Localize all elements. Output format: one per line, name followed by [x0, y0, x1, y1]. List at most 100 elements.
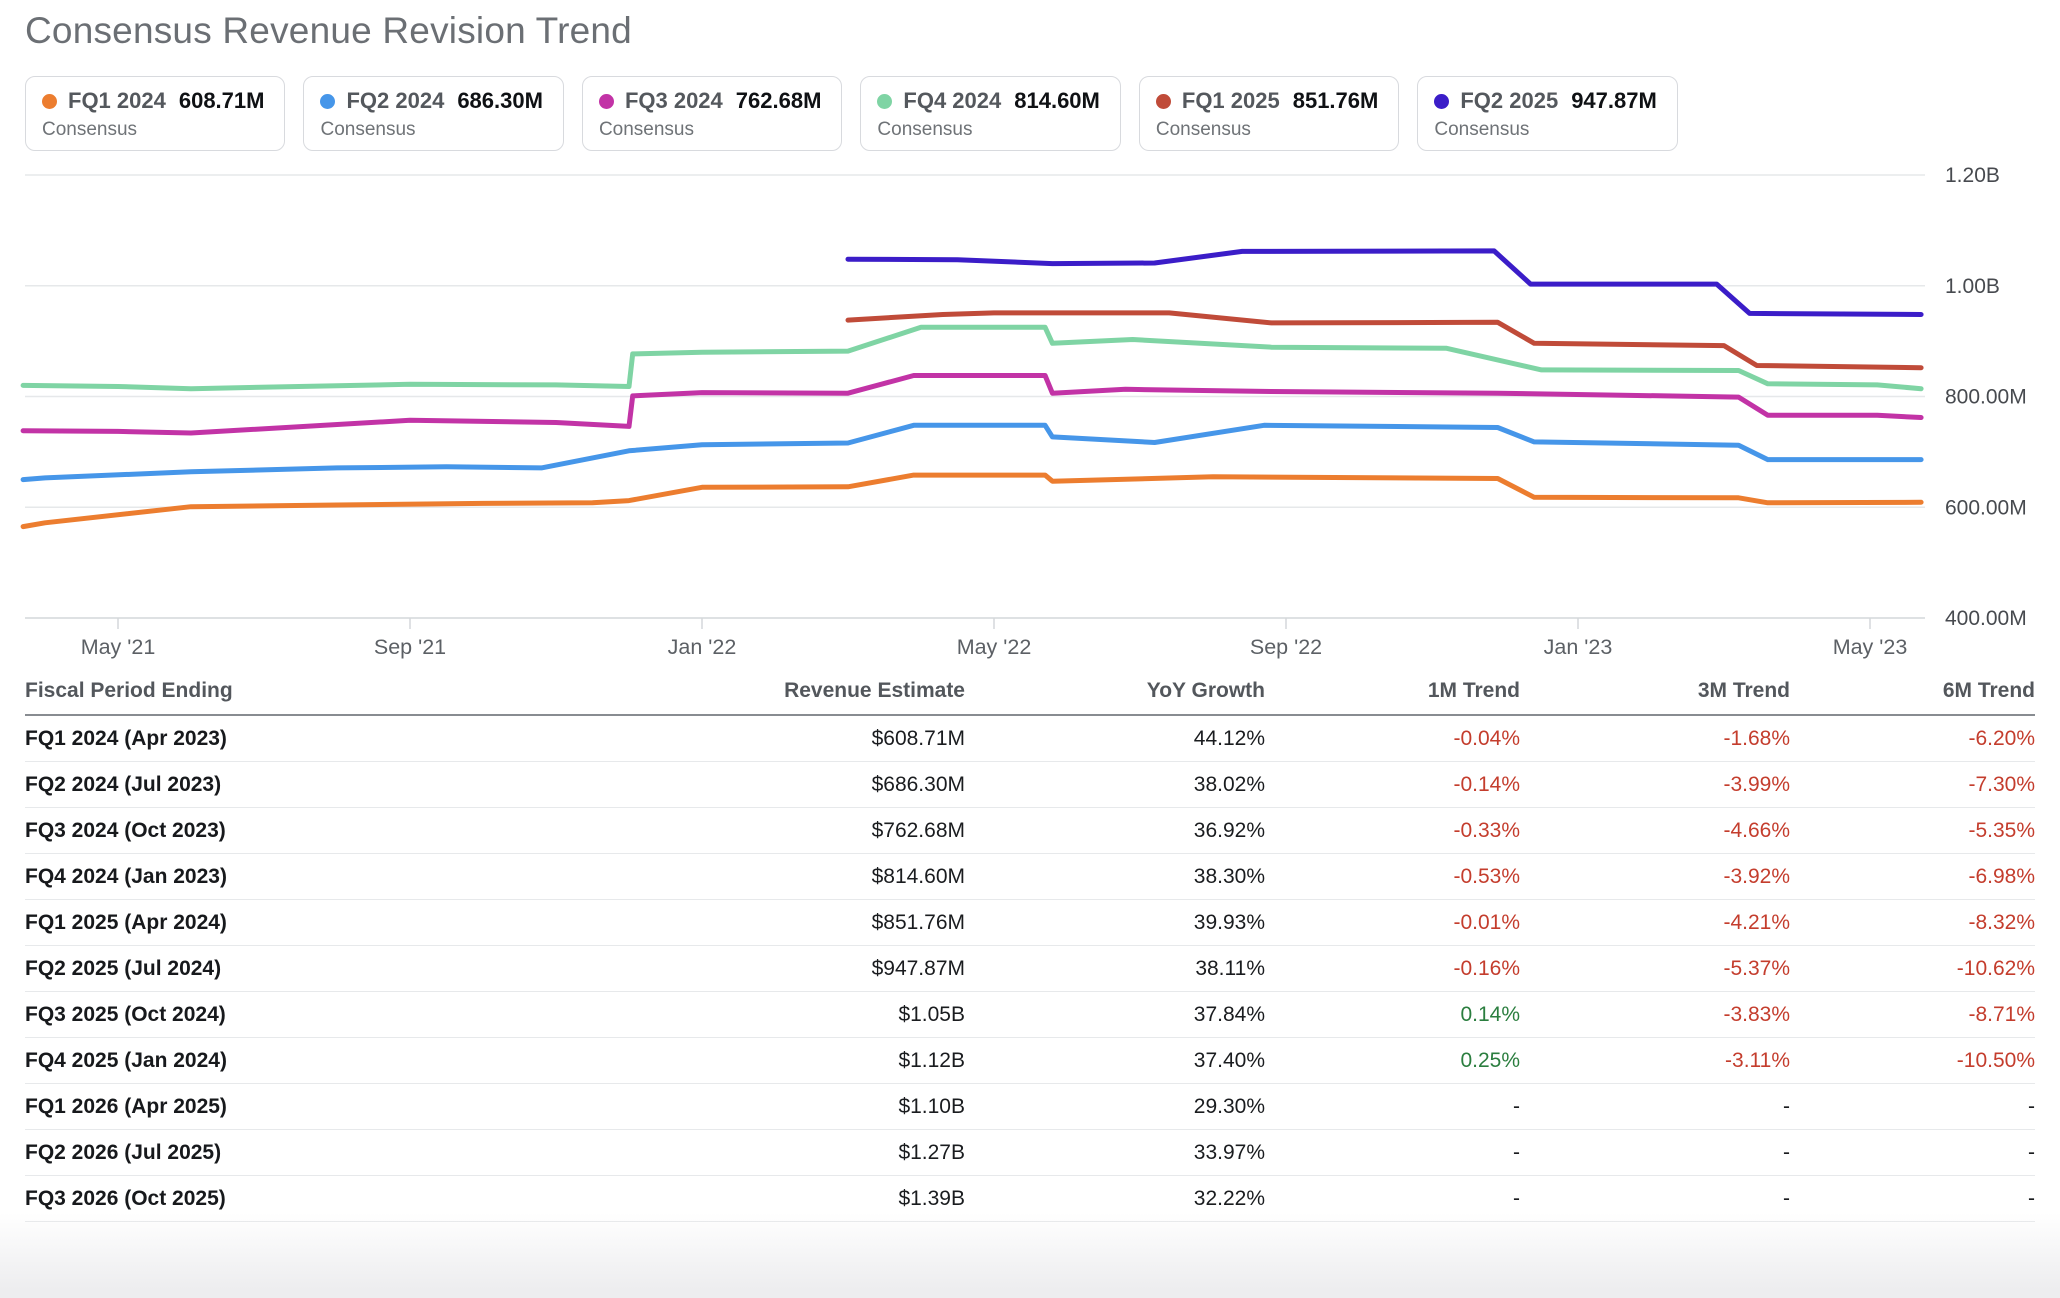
- x-axis-label-Jan '22: Jan '22: [668, 635, 737, 659]
- series-color-dot-icon: [598, 93, 614, 109]
- fiscal-period-cell: FQ2 2024 (Jul 2023): [25, 761, 625, 808]
- value-cell: $1.10B: [625, 1083, 965, 1130]
- legend-card-fq4-2024[interactable]: FQ4 2024 814.60M Consensus: [860, 76, 1121, 151]
- y-axis-label-400.00M: 400.00M: [1945, 607, 2027, 630]
- value-cell: -3.11%: [1520, 1037, 1790, 1084]
- value-cell: -7.30%: [1790, 761, 2035, 808]
- fiscal-period-cell: FQ1 2024 (Apr 2023): [25, 715, 625, 762]
- fiscal-period-cell: FQ2 2025 (Jul 2024): [25, 945, 625, 992]
- legend-quarter-label: FQ2 2025: [1460, 88, 1559, 113]
- value-cell: $608.71M: [625, 715, 965, 762]
- value-cell: -3.92%: [1520, 853, 1790, 900]
- series-line-fq4-2024-consensus: [20, 324, 1924, 392]
- legend-card-fq2-2024[interactable]: FQ2 2024 686.30M Consensus: [303, 76, 564, 151]
- legend-consensus-value: 814.60M: [1014, 88, 1100, 113]
- revision-trend-chart: 1.20B 1.00B 800.00M 600.00M 400.00M May '21 Se…: [20, 164, 2027, 659]
- legend-card-top: FQ1 2025 851.76M: [1155, 88, 1378, 114]
- value-cell: $947.87M: [625, 945, 965, 992]
- fiscal-period-cell: FQ4 2025 (Jan 2024): [25, 1037, 625, 1084]
- table-row-fq3-2025-oct-2024-: FQ3 2025 (Oct 2024) $1.05B 37.84% 0.14% -3.8…: [25, 991, 2035, 1038]
- series-color-dot-icon: [42, 93, 57, 109]
- y-axis-label-600.00M: 600.00M: [1945, 496, 2027, 519]
- column-header-revenue-estimate: Revenue Estimate: [625, 671, 965, 716]
- column-header-1m-trend: 1M Trend: [1265, 671, 1520, 716]
- series-color-dot-icon: [320, 93, 336, 109]
- x-axis-label-Sep '21: Sep '21: [374, 635, 446, 659]
- table-row-fq3-2026-oct-2025-: FQ3 2026 (Oct 2025) $1.39B 32.22% - - -: [25, 1175, 2035, 1222]
- fiscal-period-cell: FQ3 2024 (Oct 2023): [25, 807, 625, 854]
- value-cell: -: [1265, 1083, 1520, 1130]
- y-axis-label-1.20B: 1.20B: [1945, 164, 2000, 187]
- table-row-fq2-2024-jul-2023-: FQ2 2024 (Jul 2023) $686.30M 38.02% -0.14% -…: [25, 761, 2035, 808]
- table-row-fq2-2025-jul-2024-: FQ2 2025 (Jul 2024) $947.87M 38.11% -0.16% -…: [25, 945, 2035, 992]
- value-cell: 38.02%: [965, 761, 1265, 808]
- value-cell: 0.14%: [1265, 991, 1520, 1038]
- value-cell: -4.21%: [1520, 899, 1790, 946]
- legend-quarter-label: FQ1 2024: [68, 88, 166, 113]
- value-cell: -8.32%: [1790, 899, 2035, 946]
- bottom-fade: [0, 1213, 2060, 1298]
- value-cell: $814.60M: [625, 853, 965, 900]
- legend-sub-label: Consensus: [320, 119, 416, 140]
- value-cell: 37.84%: [965, 991, 1265, 1038]
- fiscal-period-table: Fiscal Period Ending Revenue Estimate YoY …: [25, 671, 2035, 1222]
- value-cell: $1.12B: [625, 1037, 965, 1084]
- table-row-fq2-2026-jul-2025-: FQ2 2026 (Jul 2025) $1.27B 33.97% - - -: [25, 1129, 2035, 1176]
- legend-card-fq3-2024[interactable]: FQ3 2024 762.68M Consensus: [581, 76, 843, 151]
- page-title: Consensus Revenue Revision Trend: [25, 10, 632, 51]
- value-cell: -: [1790, 1129, 2035, 1176]
- table-row-fq3-2024-oct-2023-: FQ3 2024 (Oct 2023) $762.68M 36.92% -0.33% -…: [25, 807, 2035, 854]
- value-cell: $686.30M: [625, 761, 965, 808]
- legend-card-fq1-2024[interactable]: FQ1 2024 608.71M Consensus: [25, 76, 286, 151]
- value-cell: 36.92%: [965, 807, 1265, 854]
- value-cell: -0.04%: [1265, 715, 1520, 762]
- legend-card-top: FQ1 2024 608.71M: [42, 88, 264, 114]
- legend-quarter-label: FQ2 2024: [346, 88, 445, 113]
- value-cell: -0.01%: [1265, 899, 1520, 946]
- legend-quarter-label: FQ1 2025: [1181, 88, 1280, 113]
- value-cell: -: [1790, 1083, 2035, 1130]
- table-row-fq4-2024-jan-2023-: FQ4 2024 (Jan 2023) $814.60M 38.30% -0.53% -…: [25, 853, 2035, 900]
- series-line-fq1-2025-consensus: [845, 310, 1924, 371]
- legend-card-top: FQ2 2024 686.30M: [320, 88, 543, 114]
- legend-sub-label: Consensus: [1434, 119, 1530, 140]
- value-cell: -: [1265, 1129, 1520, 1176]
- legend-consensus-value: 762.68M: [735, 88, 822, 113]
- value-cell: -1.68%: [1520, 715, 1790, 762]
- table-row-fq1-2025-apr-2024-: FQ1 2025 (Apr 2024) $851.76M 39.93% -0.01% -…: [25, 899, 2035, 946]
- value-cell: -0.33%: [1265, 807, 1520, 854]
- value-cell: 32.22%: [965, 1175, 1265, 1222]
- value-cell: -10.62%: [1790, 945, 2035, 992]
- series-line-fq1-2024-consensus: [20, 472, 1924, 530]
- value-cell: -6.98%: [1790, 853, 2035, 900]
- value-cell: 44.12%: [965, 715, 1265, 762]
- legend-consensus-value: 947.87M: [1571, 88, 1657, 113]
- value-cell: $1.39B: [625, 1175, 965, 1222]
- series-color-dot-icon: [1155, 93, 1171, 109]
- legend-card-top: FQ3 2024 762.68M: [598, 88, 822, 114]
- fiscal-period-cell: FQ3 2026 (Oct 2025): [25, 1175, 625, 1222]
- value-cell: $1.27B: [625, 1129, 965, 1176]
- value-cell: -10.50%: [1790, 1037, 2035, 1084]
- legend-sub-label: Consensus: [42, 119, 138, 140]
- value-cell: -: [1265, 1175, 1520, 1222]
- legend-quarter-label: FQ3 2024: [624, 88, 723, 113]
- legend-consensus-value: 608.71M: [178, 88, 265, 113]
- legend-card-fq1-2025[interactable]: FQ1 2025 851.76M Consensus: [1138, 76, 1400, 151]
- fiscal-period-cell: FQ4 2024 (Jan 2023): [25, 853, 625, 900]
- table-row-fq1-2024-apr-2023-: FQ1 2024 (Apr 2023) $608.71M 44.12% -0.04% -…: [25, 715, 2035, 762]
- value-cell: 38.11%: [965, 945, 1265, 992]
- fiscal-period-cell: FQ1 2025 (Apr 2024): [25, 899, 625, 946]
- value-cell: -: [1520, 1083, 1790, 1130]
- column-header-yoy-growth: YoY Growth: [965, 671, 1265, 716]
- legend-sub-label: Consensus: [877, 119, 973, 140]
- value-cell: -0.16%: [1265, 945, 1520, 992]
- legend-sub-label: Consensus: [598, 119, 694, 140]
- y-axis-label-1.00B: 1.00B: [1945, 275, 2000, 298]
- value-cell: 39.93%: [965, 899, 1265, 946]
- value-cell: -3.99%: [1520, 761, 1790, 808]
- value-cell: -: [1790, 1175, 2035, 1222]
- fiscal-period-cell: FQ3 2025 (Oct 2024): [25, 991, 625, 1038]
- x-axis-label-May '21: May '21: [81, 635, 156, 659]
- legend-card-fq2-2025[interactable]: FQ2 2025 947.87M Consensus: [1417, 76, 1678, 151]
